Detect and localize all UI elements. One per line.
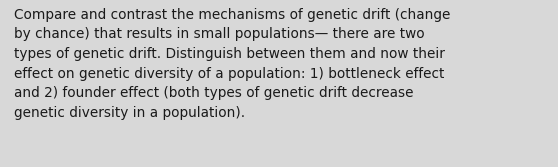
Text: Compare and contrast the mechanisms of genetic drift (change
by chance) that res: Compare and contrast the mechanisms of g… <box>14 8 450 120</box>
